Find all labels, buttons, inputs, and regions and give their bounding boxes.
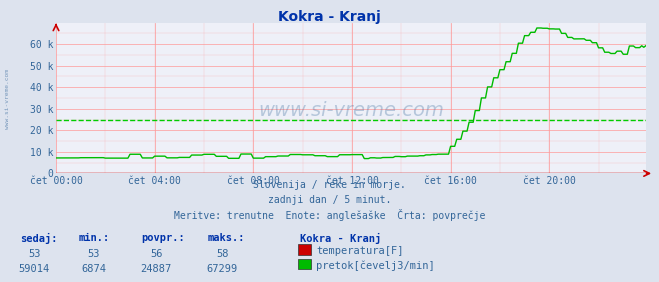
Text: Kokra - Kranj: Kokra - Kranj [278,10,381,24]
Text: maks.:: maks.: [208,233,245,243]
Text: povpr.:: povpr.: [142,233,185,243]
Text: 59014: 59014 [18,264,50,274]
Text: Meritve: trenutne  Enote: anglešaške  Črta: povprečje: Meritve: trenutne Enote: anglešaške Črta… [174,209,485,221]
Text: 67299: 67299 [206,264,238,274]
Text: 53: 53 [88,249,100,259]
Text: temperatura[F]: temperatura[F] [316,246,404,256]
Text: 56: 56 [150,249,162,259]
Text: 58: 58 [216,249,228,259]
Text: 24887: 24887 [140,264,172,274]
Text: min.:: min.: [79,233,110,243]
Text: www.si-vreme.com: www.si-vreme.com [258,101,444,120]
Text: pretok[čevelj3/min]: pretok[čevelj3/min] [316,260,435,270]
Text: zadnji dan / 5 minut.: zadnji dan / 5 minut. [268,195,391,204]
Text: www.si-vreme.com: www.si-vreme.com [5,69,11,129]
Text: 53: 53 [28,249,40,259]
Text: Slovenija / reke in morje.: Slovenija / reke in morje. [253,180,406,190]
Text: sedaj:: sedaj: [20,233,57,244]
Text: Kokra - Kranj: Kokra - Kranj [300,233,381,244]
Text: 6874: 6874 [81,264,106,274]
